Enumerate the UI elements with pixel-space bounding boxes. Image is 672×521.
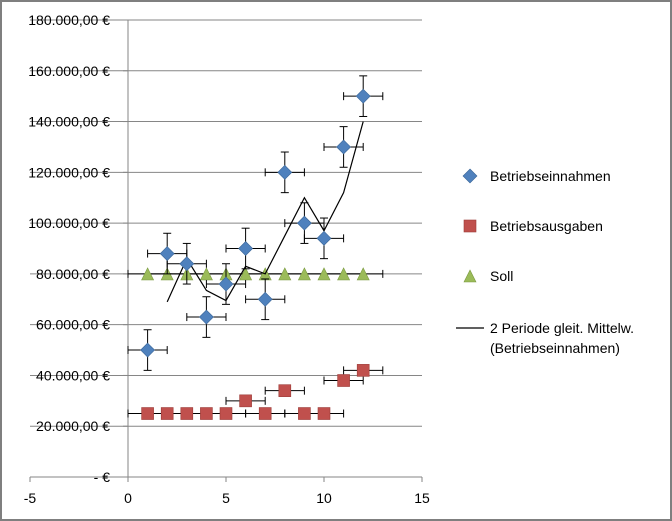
tick-labels: - € 20.000,00 € 40.000,00 € 60.000,00 € 80.0… — [24, 12, 430, 506]
data-point-square-11 — [337, 374, 350, 387]
grid — [30, 19, 422, 427]
x-tick-label-1: 0 — [124, 490, 132, 506]
data-point-square-6 — [239, 394, 252, 408]
data-point-diamond-11 — [336, 139, 352, 155]
x-tick-label-3: 10 — [316, 490, 332, 506]
legend-swatch-diamond — [462, 168, 478, 184]
data-point-diamond-9 — [296, 215, 312, 231]
y-tick-label-5: 100.000,00 € — [28, 215, 110, 231]
axes — [29, 19, 423, 482]
data-point-diamond-3 — [179, 256, 195, 272]
legend-item-1: Betriebsausgaben — [463, 218, 603, 234]
legend-label: (Betriebseinnahmen) — [490, 340, 620, 356]
data-point-triangle-11 — [337, 267, 351, 281]
data-point-triangle-10 — [317, 267, 331, 281]
data-point-triangle-1 — [141, 267, 155, 281]
series-3 — [166, 121, 364, 303]
data-point-square-5 — [219, 407, 233, 420]
data-point-triangle-9 — [297, 267, 311, 281]
y-tick-label-3: 60.000,00 € — [36, 317, 110, 333]
series-1 — [127, 364, 384, 420]
data-point-square-1 — [141, 407, 154, 420]
legend-item-2: Soll — [463, 268, 513, 284]
legend-swatch-square — [463, 219, 477, 233]
data-point-diamond-7 — [257, 291, 273, 307]
plot-area — [127, 75, 384, 420]
legend-swatch-triangle — [463, 269, 477, 283]
data-point-diamond-8 — [277, 164, 293, 180]
data-point-square-3 — [180, 407, 194, 420]
y-tick-label-2: 40.000,00 € — [36, 367, 110, 383]
legend-item-0: Betriebseinnahmen — [462, 168, 611, 184]
data-point-diamond-12 — [355, 88, 371, 104]
legend-label: Betriebsausgaben — [490, 218, 603, 234]
data-point-square-8 — [278, 384, 292, 397]
data-point-diamond-2 — [159, 246, 175, 262]
legend-item-3: 2 Periode gleit. Mittelw. (Betriebseinnah… — [456, 320, 634, 356]
data-point-square-2 — [160, 407, 174, 420]
data-point-diamond-1 — [140, 342, 156, 358]
data-point-diamond-4 — [198, 309, 214, 325]
data-point-square-7 — [258, 407, 272, 420]
moving-average-line — [166, 121, 364, 303]
series-0 — [127, 75, 384, 371]
legend-label: Betriebseinnahmen — [490, 168, 611, 184]
data-point-diamond-6 — [238, 241, 254, 256]
data-point-triangle-12 — [356, 267, 370, 281]
data-point-square-9 — [298, 407, 311, 420]
y-tick-label-9: 180.000,00 € — [28, 12, 110, 28]
data-point-square-10 — [317, 407, 331, 420]
y-tick-label-1: 20.000,00 € — [36, 418, 110, 434]
data-point-triangle-8 — [278, 267, 292, 281]
legend-label: Soll — [490, 268, 513, 284]
y-tick-label-6: 120.000,00 € — [28, 164, 110, 180]
y-tick-label-4: 80.000,00 € — [36, 266, 110, 282]
data-point-triangle-6 — [239, 267, 253, 281]
legend-label: 2 Periode gleit. Mittelw. — [490, 320, 634, 336]
data-point-triangle-4 — [199, 267, 213, 281]
data-point-square-4 — [200, 407, 213, 420]
y-tick-label-7: 140.000,00 € — [28, 114, 110, 130]
y-tick-label-8: 160.000,00 € — [28, 63, 110, 79]
x-tick-label-0: -5 — [24, 490, 37, 506]
legend: Betriebseinnahmen Betriebsausgaben Soll 2 P… — [456, 168, 634, 356]
data-point-diamond-5 — [218, 276, 234, 292]
y-tick-label-0: - € — [94, 469, 111, 485]
x-tick-label-2: 5 — [222, 490, 230, 506]
data-point-square-12 — [356, 364, 370, 377]
x-tick-label-4: 15 — [414, 490, 430, 506]
data-point-diamond-10 — [316, 230, 332, 246]
